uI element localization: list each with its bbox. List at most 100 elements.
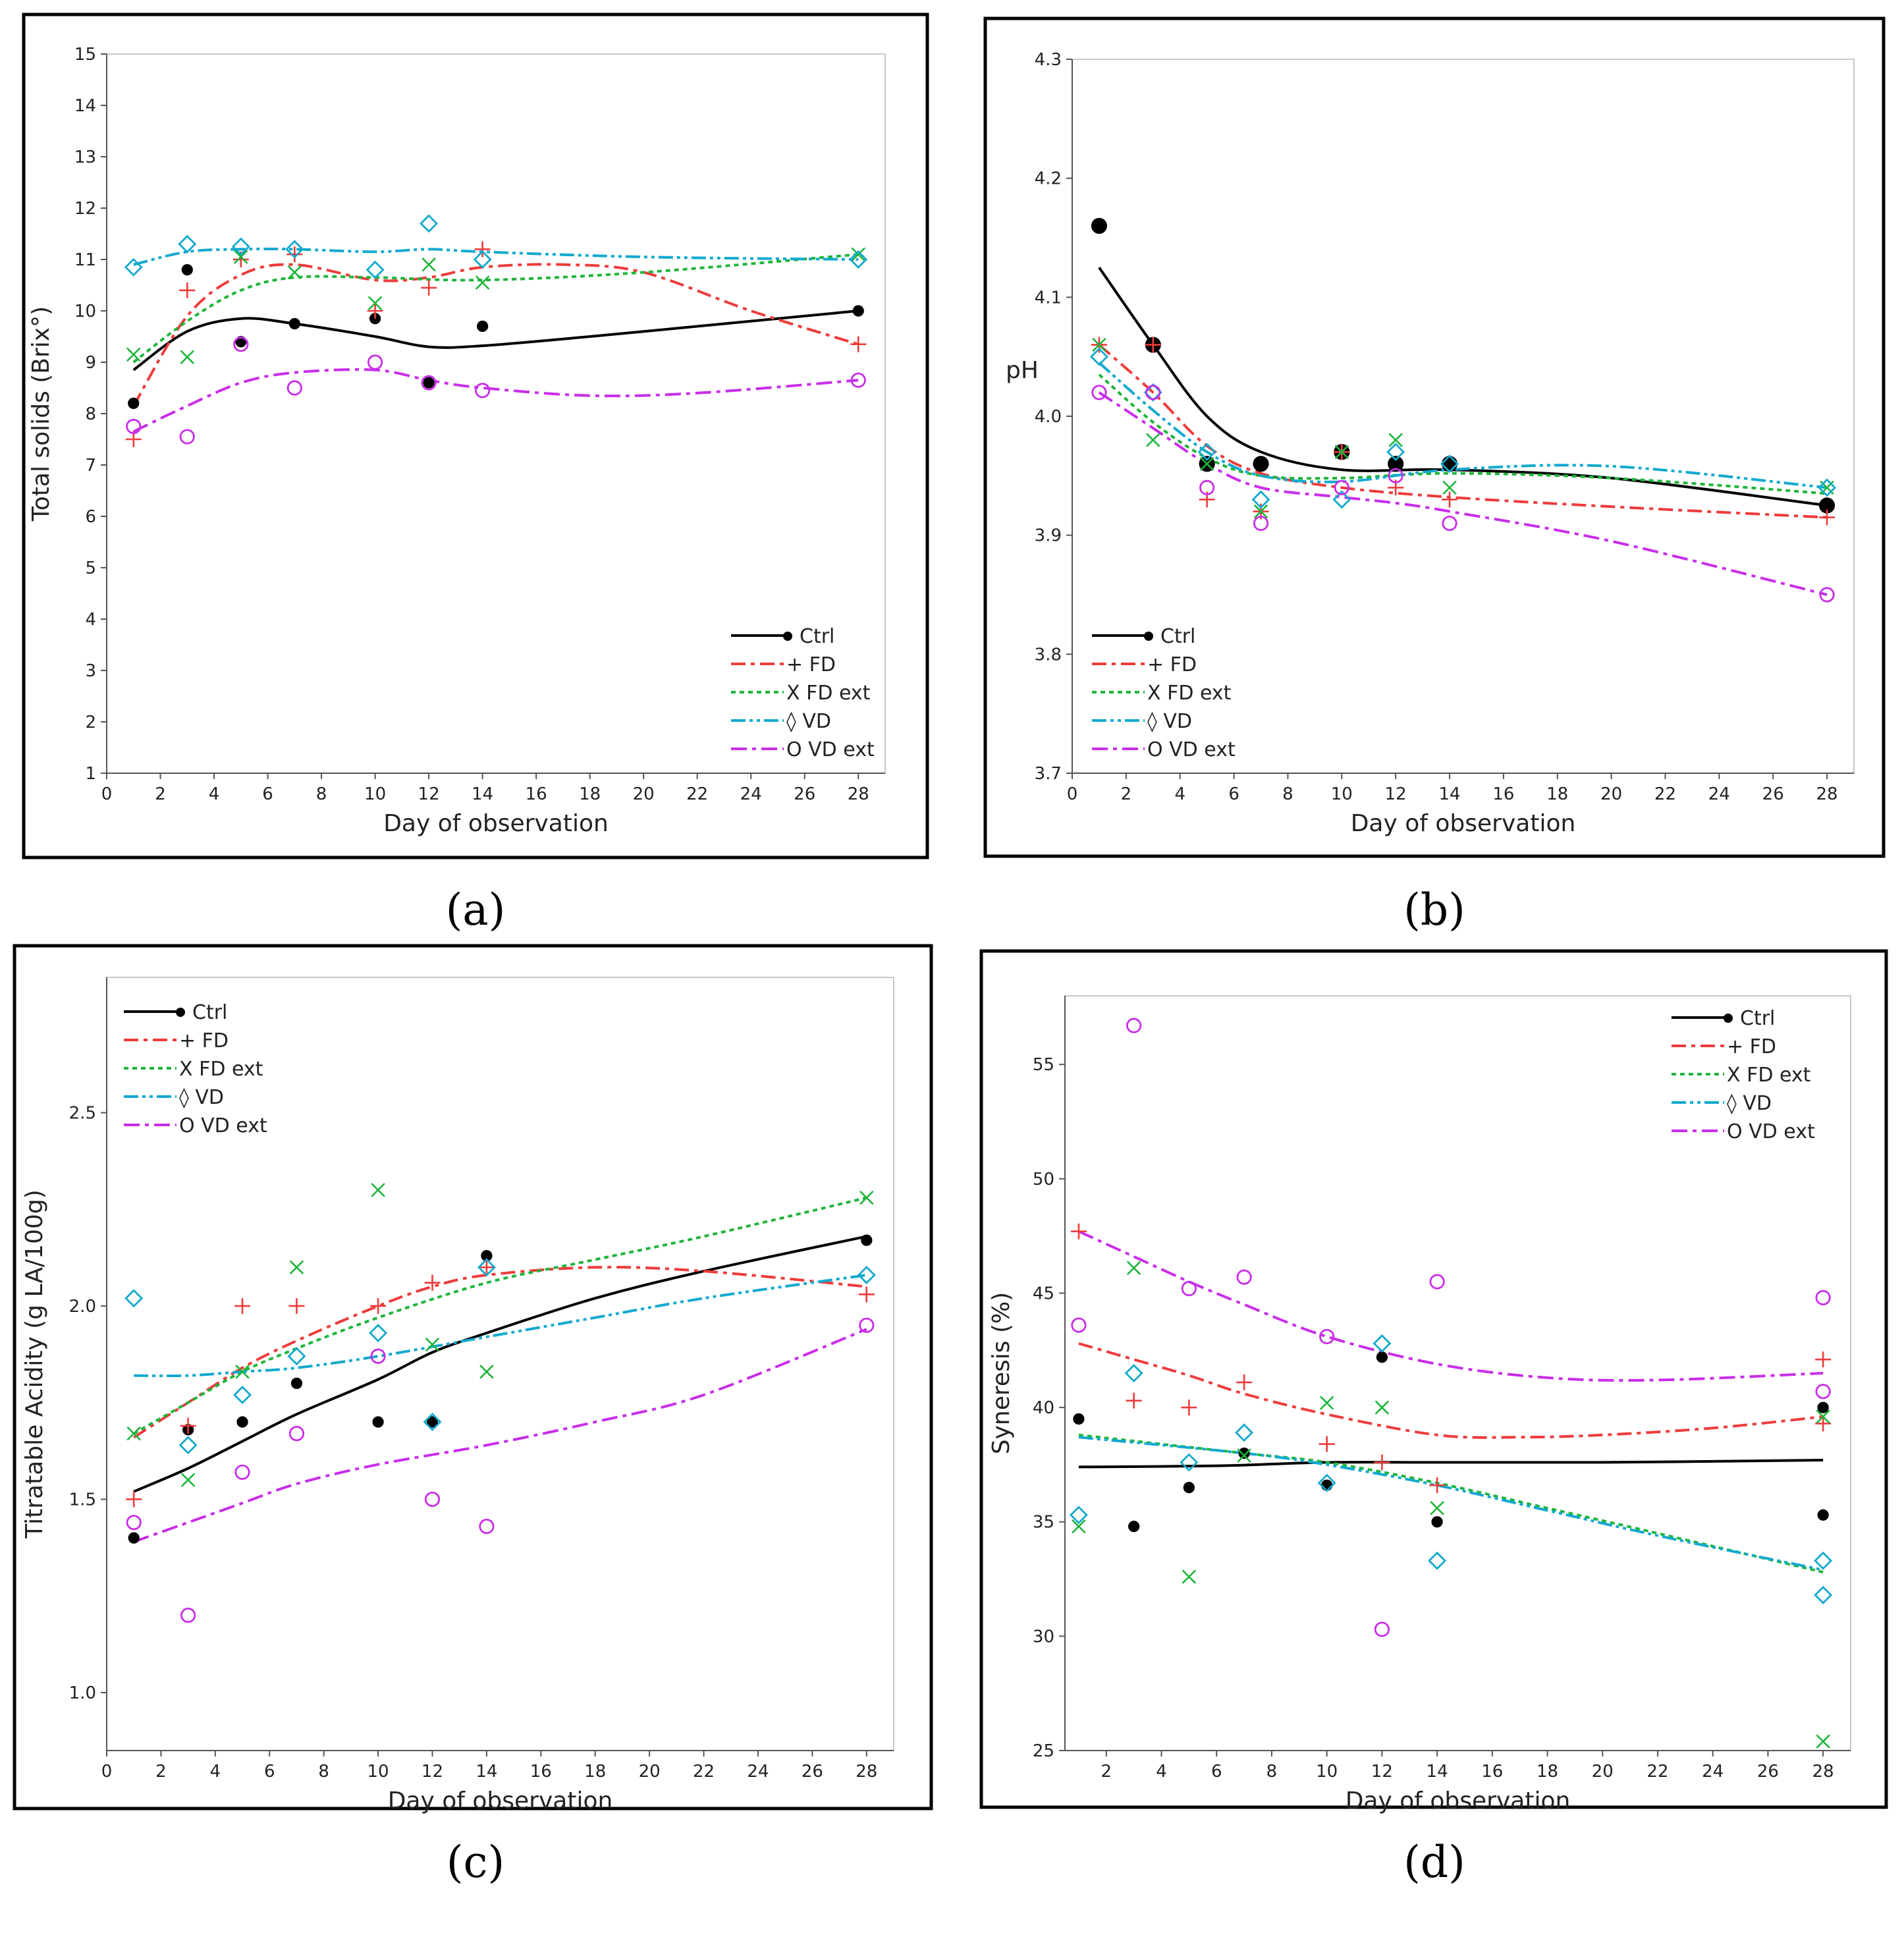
x-tick-label: 8: [316, 784, 327, 804]
data-point-fd: [179, 282, 196, 298]
data-point-vd-ext: [424, 1491, 441, 1508]
y-tick-label: 5: [85, 558, 96, 578]
data-point-vd: [231, 237, 250, 256]
x-tick-label: 4: [209, 784, 220, 804]
data-point-ctrl: [128, 397, 140, 410]
legend-label-fd-ext: X FD ext: [179, 1058, 263, 1081]
data-point-vd-ext: [1145, 385, 1161, 400]
data-point-ctrl: [476, 320, 489, 333]
data-point-vd-ext: [126, 418, 142, 435]
data-point-vd-ext: [286, 380, 302, 396]
y-tick-label: 4.2: [1035, 169, 1062, 189]
data-point-fd-ext: [289, 1260, 304, 1275]
data-point-vd-ext: [370, 1348, 386, 1364]
data-point-vd-ext: [1442, 515, 1457, 531]
data-point-vd: [1197, 443, 1216, 462]
x-tick-label: 24: [1702, 1762, 1724, 1782]
x-axis-label: Day of observation: [1346, 1787, 1571, 1814]
panel-d-plot: 2 4 6 8 10 12 14 16 18 20 22 24 26 2825303540455055Da…: [988, 995, 1851, 1814]
data-point-fd-ext: [1253, 504, 1268, 519]
data-point-ctrl: [1253, 456, 1269, 472]
markers-vd-ext: [1071, 1018, 1831, 1637]
data-point-fd-ext: [1816, 1734, 1830, 1749]
y-tick-label: 14: [74, 96, 96, 116]
series-ctrl: [1078, 1459, 1824, 1469]
y-tick-label: 1.0: [69, 1683, 96, 1703]
data-point-ctrl: [1817, 1402, 1829, 1413]
x-tick-label: 14: [476, 1762, 497, 1782]
data-point-ctrl: [1817, 1509, 1829, 1521]
data-point-vd-ext: [1199, 479, 1215, 496]
data-point-vd: [124, 1289, 144, 1308]
x-axis-label: Day of observation: [388, 1787, 613, 1814]
legend-label-vd: ◊ VD: [179, 1086, 224, 1109]
data-point-ctrl: [1388, 456, 1404, 472]
fit-line-fd: [1078, 1342, 1824, 1439]
data-point-fd: [478, 1259, 495, 1276]
data-point-fd: [367, 303, 383, 319]
data-point-vd: [1069, 1506, 1088, 1525]
data-point-fd-ext: [126, 1426, 141, 1441]
x-tick-label: 10: [1331, 784, 1353, 804]
x-tick-label: 28: [1816, 784, 1838, 804]
panel-d: 2 4 6 8 10 12 14 16 18 20 22 24 26 2825303540455055Da…: [979, 949, 1888, 1888]
legend-label-vd-ext: O VD ext: [179, 1114, 267, 1137]
data-point-fd-ext: [859, 1190, 874, 1205]
data-point-fd-ext: [1146, 433, 1160, 447]
markers-ctrl: [128, 1234, 873, 1544]
data-point-vd: [849, 250, 868, 269]
data-point-fd: [858, 1286, 875, 1303]
x-tick-label: 26: [1757, 1762, 1779, 1782]
x-tick-label: 2: [155, 784, 166, 804]
y-tick-label: 25: [1033, 1741, 1054, 1761]
x-tick-label: 16: [526, 784, 547, 804]
y-tick-label: 50: [1033, 1170, 1054, 1189]
y-tick-label: 10: [74, 302, 96, 321]
series-fd-ext: [1078, 1433, 1824, 1574]
data-point-vd: [477, 1258, 496, 1277]
data-point-ctrl: [1183, 1481, 1195, 1494]
x-tick-label: 10: [364, 784, 386, 804]
y-tick-label: 8: [85, 404, 96, 424]
data-point-vd: [233, 1385, 252, 1404]
x-tick-label: 4: [210, 1762, 221, 1782]
fit-line-ctrl: [133, 1235, 867, 1493]
data-point-fd-ext: [235, 1364, 250, 1379]
data-point-fd: [1815, 1351, 1832, 1368]
data-point-ctrl: [1128, 1521, 1140, 1533]
data-point-fd-ext: [475, 275, 490, 290]
data-point-vd-ext: [180, 1607, 196, 1623]
data-point-fd-ext: [1072, 1519, 1086, 1534]
y-tick-label: 11: [74, 250, 96, 270]
data-point-fd: [126, 1491, 142, 1508]
x-tick-label: 24: [740, 784, 762, 804]
data-point-fd-ext: [371, 1183, 385, 1197]
series-vd: [1078, 1436, 1824, 1571]
data-point-fd-ext: [851, 247, 865, 261]
legend-marker-ctrl: [783, 632, 792, 641]
y-tick-label: 30: [1033, 1627, 1054, 1647]
y-axis-label: Titratable Acidity (g LA/100g): [21, 1189, 48, 1539]
data-point-vd-ext: [1181, 1280, 1197, 1297]
x-tick-label: 16: [1481, 1762, 1503, 1782]
x-tick-label: 6: [1211, 1762, 1222, 1782]
data-point-fd: [1819, 509, 1836, 526]
y-tick-label: 1: [85, 764, 96, 784]
x-tick-label: 18: [1546, 784, 1568, 804]
legend-label-fd: + FD: [179, 1029, 229, 1052]
x-tick-label: 26: [794, 784, 815, 804]
markers-fd: [126, 1259, 875, 1508]
data-point-vd: [1440, 454, 1459, 474]
data-point-vd: [287, 1347, 306, 1366]
data-point-vd: [473, 250, 492, 269]
x-tick-label: 2: [1101, 1762, 1112, 1782]
x-tick-label: 12: [1371, 1762, 1393, 1782]
data-point-vd: [1251, 490, 1270, 509]
x-tick-label: 26: [802, 1762, 823, 1782]
data-point-fd: [286, 246, 303, 263]
data-point-fd-ext: [1182, 1569, 1197, 1584]
fit-line-fd-ext: [1078, 1433, 1824, 1574]
data-point-ctrl: [128, 1532, 140, 1544]
data-point-ctrl: [1376, 1351, 1388, 1363]
data-point-vd: [124, 258, 143, 277]
